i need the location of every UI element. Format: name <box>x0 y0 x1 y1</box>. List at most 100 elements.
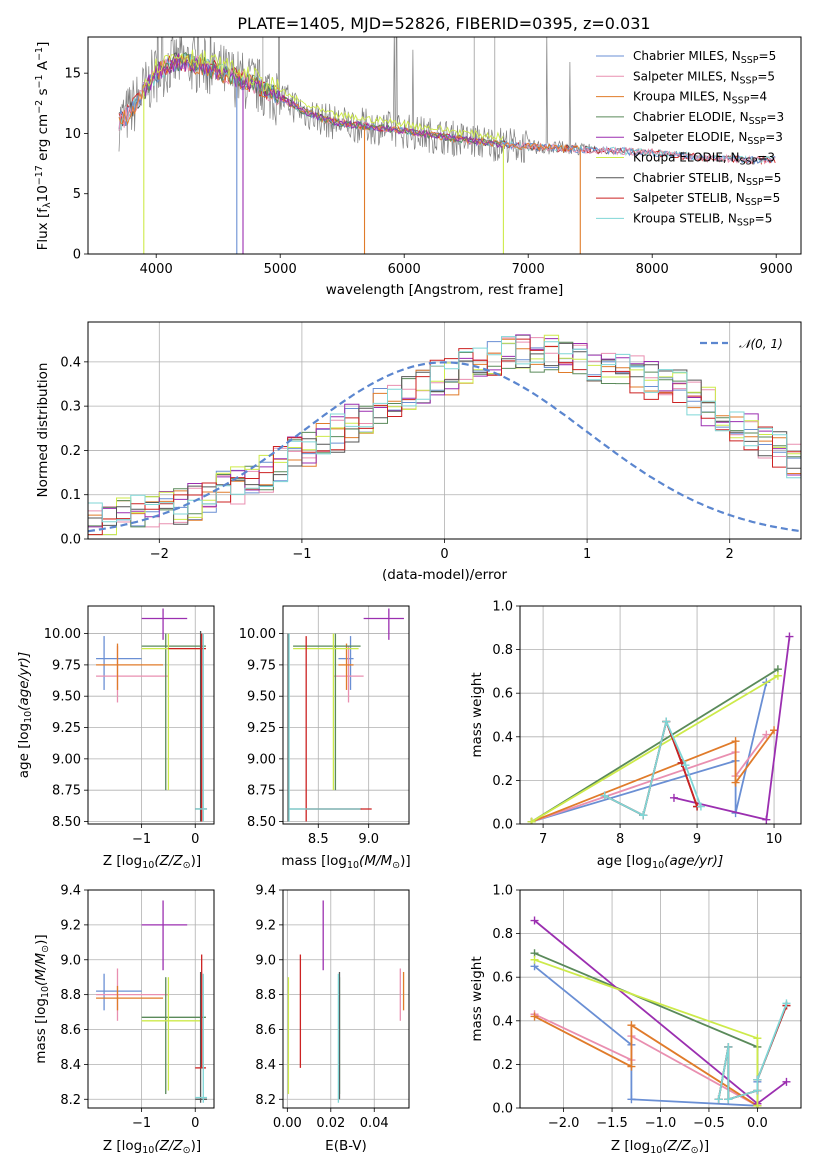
spectrum-xtick-label: 6000 <box>388 262 421 277</box>
mass-vs-Z-xlabel: Z [log10(Z/Z⊙)] <box>103 1138 201 1156</box>
legend-entry: Chabrier ELODIE, NSSP=3 <box>633 110 784 127</box>
legend-gaussian-label: 𝒩(0, 1) <box>739 337 783 351</box>
mass-vs-ebv-ytick-label: 9.0 <box>255 953 276 968</box>
age-vs-mass-xtick-label: 8.5 <box>308 832 329 847</box>
spectrum-xtick-label: 9000 <box>760 262 793 277</box>
weight-line <box>717 1003 788 1101</box>
age-vs-Z-panel: −1 0 8.50 8.75 9.00 9.25 9.50 9.75 10.00 Z [log10… <box>16 605 215 871</box>
age-vs-mass-xlabel: mass [log10(M/M⊙)] <box>281 853 410 871</box>
residuals-plot-area <box>88 334 801 536</box>
residuals-xtick-label: 0 <box>440 547 448 562</box>
mass-vs-Z-ytick-label: 8.2 <box>60 1093 81 1108</box>
age-vs-mass-ytick-label: 8.50 <box>247 815 276 830</box>
spectrum-xtick-label: 7000 <box>512 262 545 277</box>
massweight-vs-age-ytick-label: 0.8 <box>492 643 513 658</box>
mass-vs-ebv-panel: 0.00 0.02 0.04 8.2 8.4 8.6 8.8 9.0 9.2 9.4 E(B-V) <box>255 884 410 1154</box>
spectrum-ytick-label: 10 <box>64 127 81 142</box>
spectrum-model-line <box>143 53 504 149</box>
spectrum-title: PLATE=1405, MJD=52826, FIBERID=0395, z=0… <box>237 14 650 33</box>
age-vs-Z-xtick-label: −1 <box>132 832 151 847</box>
massweight-vs-age-ytick-label: 0.0 <box>492 818 513 833</box>
mass-vs-Z-ytick-label: 8.4 <box>60 1058 81 1073</box>
spectrum-xlabel: wavelength [Angstrom, rest frame] <box>326 282 564 298</box>
massweight-vs-Z-plot-area <box>530 916 791 1108</box>
residuals-frame <box>87 321 802 540</box>
age-vs-Z-ytick-label: 9.25 <box>52 721 81 736</box>
weight-marker <box>773 671 782 680</box>
spectrum-panel: 4000 5000 6000 7000 8000 9000 0 5 10 15 Chabrier M… <box>34 36 802 298</box>
age-vs-mass-frame <box>282 605 410 825</box>
weight-marker <box>762 815 771 824</box>
mass-vs-ebv-ytick-label: 8.8 <box>255 988 276 1003</box>
residuals-ytick-label: 0.4 <box>60 355 81 370</box>
age-vs-Z-ytick-label: 10.00 <box>44 627 81 642</box>
mass-vs-Z-plot-area <box>96 900 208 1103</box>
weight-line <box>531 729 775 823</box>
weight-line <box>531 675 779 823</box>
mass-vs-Z-xtick-label: 0 <box>191 1116 199 1131</box>
weight-marker <box>669 793 678 802</box>
age-vs-mass-plot-area <box>287 608 404 822</box>
spectrum-xtick-label: 4000 <box>140 262 173 277</box>
mass-vs-Z-xtick-label: −1 <box>132 1116 151 1131</box>
spectrum-xtick-label: 8000 <box>636 262 669 277</box>
massweight-vs-age-panel: 7 8 9 10 0.0 0.2 0.4 0.6 0.8 1.0 age [log10(age/yr… <box>469 600 802 871</box>
weight-marker <box>724 1095 733 1104</box>
weight-marker <box>530 916 539 925</box>
weight-marker <box>530 1012 539 1021</box>
histogram-step-line <box>88 336 801 523</box>
weight-line <box>534 1013 759 1108</box>
weight-marker <box>782 1077 791 1086</box>
massweight-vs-age-xtick-label: 9 <box>693 832 701 847</box>
legend-entry: Salpeter ELODIE, NSSP=3 <box>633 130 783 147</box>
age-vs-mass-grid <box>283 606 409 824</box>
weight-marker <box>731 778 740 787</box>
weight-marker <box>785 632 794 641</box>
age-vs-mass-panel: 8.5 9.0 8.50 8.75 9.00 9.25 9.50 9.75 10.00 mass … <box>239 605 411 871</box>
weight-marker <box>662 717 671 726</box>
massweight-vs-Z-xtick-label: 0.0 <box>747 1116 768 1131</box>
mass-vs-Z-ytick-label: 8.6 <box>60 1023 81 1038</box>
age-vs-mass-ytick-label: 9.75 <box>247 658 276 673</box>
massweight-vs-age-ytick-label: 0.6 <box>492 687 513 702</box>
age-vs-Z-frame <box>87 605 215 825</box>
spectrum-ytick-label: 15 <box>64 67 81 82</box>
age-vs-Z-xtick-label: 0 <box>191 832 199 847</box>
weight-marker <box>527 817 536 824</box>
weight-marker <box>724 1042 733 1051</box>
massweight-vs-Z-ytick-label: 0.4 <box>492 1014 513 1029</box>
mass-vs-Z-frame <box>87 889 215 1109</box>
massweight-vs-Z-xtick-label: −0.5 <box>693 1116 725 1131</box>
residuals-ytick-label: 0.1 <box>60 488 81 503</box>
spectrum-frame <box>87 36 802 255</box>
age-vs-Z-ytick-label: 9.50 <box>52 690 81 705</box>
mass-vs-ebv-ytick-label: 8.6 <box>255 1023 276 1038</box>
residuals-panel: −2 −1 0 1 2 0.0 0.1 0.2 0.3 0.4 𝒩(0, 1) (data-model… <box>35 321 802 583</box>
massweight-vs-Z-frame <box>519 889 802 1109</box>
massweight-vs-Z-ytick-label: 0.2 <box>492 1058 513 1073</box>
mass-vs-ebv-xtick-label: 0.00 <box>273 1116 302 1131</box>
residuals-xtick-label: −1 <box>292 547 311 562</box>
weight-marker <box>639 811 648 820</box>
mass-vs-Z-ytick-label: 9.0 <box>60 953 81 968</box>
mass-vs-Z-ytick-label: 8.8 <box>60 988 81 1003</box>
massweight-vs-Z-ytick-label: 1.0 <box>492 884 513 899</box>
weight-marker <box>762 730 771 739</box>
weight-marker <box>530 955 539 964</box>
histogram-step-line <box>88 338 801 536</box>
weight-marker <box>681 761 690 770</box>
massweight-vs-age-ylabel: mass weight <box>469 672 485 757</box>
residuals-ytick-label: 0.3 <box>60 400 81 415</box>
massweight-vs-age-ytick-label: 0.2 <box>492 774 513 789</box>
mass-vs-Z-ylabel: mass [log10(M/M⊙)] <box>33 934 51 1063</box>
massweight-vs-Z-ytick-label: 0.8 <box>492 927 513 942</box>
weight-marker <box>731 737 740 746</box>
spectrum-ylabel: Flux [fλ10−17 erg cm−2 s−1 A−1] <box>34 42 53 251</box>
massweight-vs-Z-ytick-label: 0.6 <box>492 971 513 986</box>
age-vs-Z-ytick-label: 9.75 <box>52 658 81 673</box>
massweight-vs-Z-xtick-label: −1.0 <box>645 1116 677 1131</box>
weight-marker <box>753 1101 762 1108</box>
weight-marker <box>753 1075 762 1084</box>
legend-entry: Kroupa MILES, NSSP=4 <box>633 90 767 107</box>
